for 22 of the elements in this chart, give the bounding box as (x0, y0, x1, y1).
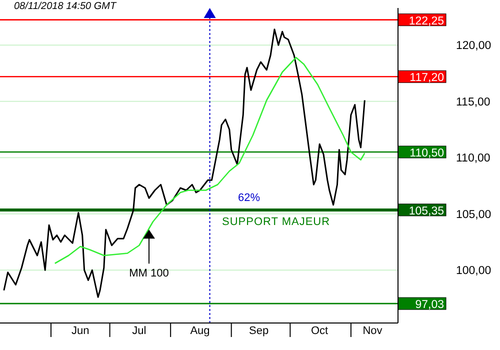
ref-line-label: 110,50 (410, 148, 444, 160)
x-tick-label: Aug (190, 325, 210, 337)
y-tick-label: 105,00 (456, 208, 492, 221)
line-series (54, 56, 366, 264)
annotation: MM 100 (129, 268, 169, 280)
x-tick-label: Oct (311, 325, 328, 337)
ref-line-label: 117,20 (410, 72, 444, 84)
x-tick-label: Sep (249, 325, 269, 337)
annotation: SUPPORT MAJEUR (222, 216, 330, 228)
y-tick-label: 100,00 (456, 265, 492, 278)
ref-line-label: 105,35 (408, 205, 444, 218)
ref-line-label: 122,25 (408, 15, 444, 28)
x-tick-label: Jun (72, 325, 90, 337)
x-tick-label: Nov (362, 325, 383, 337)
x-tick-label: Jul (132, 325, 146, 337)
annotation: 62% (238, 192, 260, 204)
y-tick-label: 120,00 (456, 40, 492, 52)
chart-title: 08/11/2018 14:50 GMT (14, 1, 116, 12)
y-tick-label: 110,00 (456, 152, 490, 165)
ref-line-label: 97,03 (415, 299, 444, 312)
y-tick-label: 115,00 (456, 96, 490, 108)
line-series (3, 28, 366, 298)
